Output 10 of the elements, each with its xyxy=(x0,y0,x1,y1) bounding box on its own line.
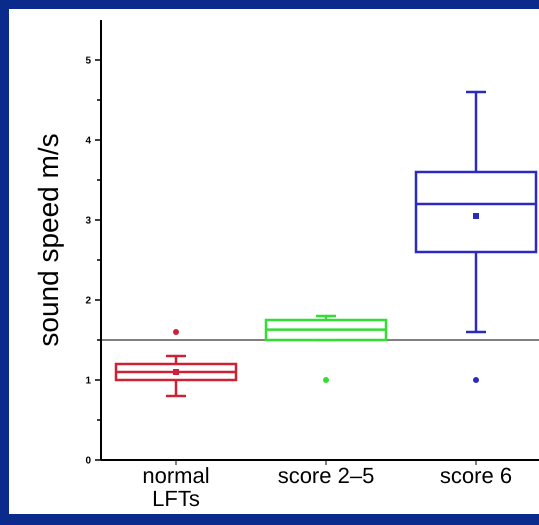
y-tick-label: 0 xyxy=(85,456,92,466)
x-tick-label: score 6 xyxy=(440,463,512,488)
y-tick-label: 4 xyxy=(85,136,92,146)
y-axis-title: sound speed m/s xyxy=(33,133,64,347)
x-tick-label: score 2–5 xyxy=(278,463,374,488)
x-tick-label: normal LFTs xyxy=(142,463,210,511)
y-tick-label: 2 xyxy=(85,296,92,306)
y-tick-label: 1 xyxy=(85,376,92,386)
y-tick-label: 3 xyxy=(85,216,92,226)
y-tick-label: 5 xyxy=(85,56,92,66)
